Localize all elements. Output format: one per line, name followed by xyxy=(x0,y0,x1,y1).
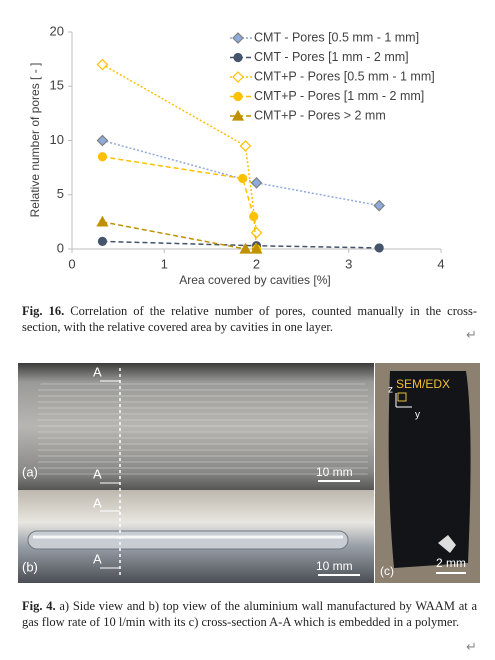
marker xyxy=(96,215,109,227)
annotation: SEM/EDX xyxy=(396,377,450,391)
marker xyxy=(233,91,243,102)
figure-photo: A A A A (a) (b) 10 mm 10 mm z y SEM/EDX … xyxy=(18,363,480,583)
paragraph-mark: ↵ xyxy=(466,640,477,655)
series-line xyxy=(102,156,258,250)
marker xyxy=(250,242,263,254)
x-axis-label: Area covered by cavities [%] xyxy=(179,273,330,287)
scale-bar-label: 10 mm xyxy=(316,465,353,479)
section-mark: A xyxy=(93,466,102,481)
panel-label: (c) xyxy=(380,564,394,578)
y-tick-label: 5 xyxy=(57,186,64,201)
marker xyxy=(96,134,109,147)
caption-label: Fig. 4. xyxy=(22,599,56,613)
x-tick-label: 2 xyxy=(253,256,260,271)
series-line xyxy=(102,63,258,233)
marker xyxy=(232,32,244,44)
caption-label: Fig. 16. xyxy=(22,304,65,318)
chart: Area covered by cavities [%] Relative nu… xyxy=(28,23,444,287)
marker xyxy=(239,242,252,254)
caption: Fig. 16. Correlation of the relative num… xyxy=(22,303,477,335)
marker xyxy=(97,236,108,247)
legend-label: CMT+P - Pores [1 mm - 2 mm] xyxy=(254,89,424,103)
scale-bar-label: 2 mm xyxy=(436,556,466,570)
scale-bar-label: 10 mm xyxy=(316,559,353,573)
x-tick-label: 0 xyxy=(68,256,75,271)
y-tick-label: 0 xyxy=(57,240,64,255)
marker xyxy=(239,140,252,152)
marker xyxy=(249,211,259,222)
marker xyxy=(250,176,263,189)
x-tick-label: 4 xyxy=(437,256,444,271)
marker xyxy=(96,58,109,71)
marker xyxy=(233,52,243,63)
marker xyxy=(231,109,245,121)
y-tick-label: 10 xyxy=(50,132,64,147)
series-line xyxy=(102,139,380,207)
section-mark: A xyxy=(93,364,102,379)
y-axis-label: Relative number of pores [ - ] xyxy=(28,63,42,218)
panel-label: (a) xyxy=(22,464,38,479)
caption-text: a) Side view and b) top view of the alum… xyxy=(22,599,478,629)
legend-label: CMT - Pores [1 mm - 2 mm] xyxy=(254,50,409,64)
y-tick-label: 20 xyxy=(50,23,64,38)
paragraph-mark: ↵ xyxy=(466,328,477,343)
marker xyxy=(373,199,386,212)
panel-label: (b) xyxy=(22,559,38,574)
axis-label: y xyxy=(415,410,420,421)
section-mark: A xyxy=(93,551,102,566)
legend-label: CMT+P - Pores > 2 mm xyxy=(254,108,386,122)
series-line xyxy=(102,240,380,249)
marker xyxy=(250,226,263,239)
marker xyxy=(374,243,384,253)
x-tick-label: 3 xyxy=(345,256,352,271)
section-mark: A xyxy=(93,495,102,510)
y-tick-label: 15 xyxy=(50,78,64,93)
x-tick-label: 1 xyxy=(161,256,168,271)
marker xyxy=(97,152,108,162)
caption-text: Correlation of the relative number of po… xyxy=(22,304,478,334)
marker xyxy=(238,173,248,184)
marker xyxy=(232,71,244,83)
axis-label: z xyxy=(388,385,393,396)
caption: Fig. 4. a) Side view and b) top view of … xyxy=(22,598,477,630)
legend-label: CMT+P - Pores [0.5 mm - 1 mm] xyxy=(254,69,435,83)
legend-label: CMT - Pores [0.5 mm - 1 mm] xyxy=(254,30,419,44)
